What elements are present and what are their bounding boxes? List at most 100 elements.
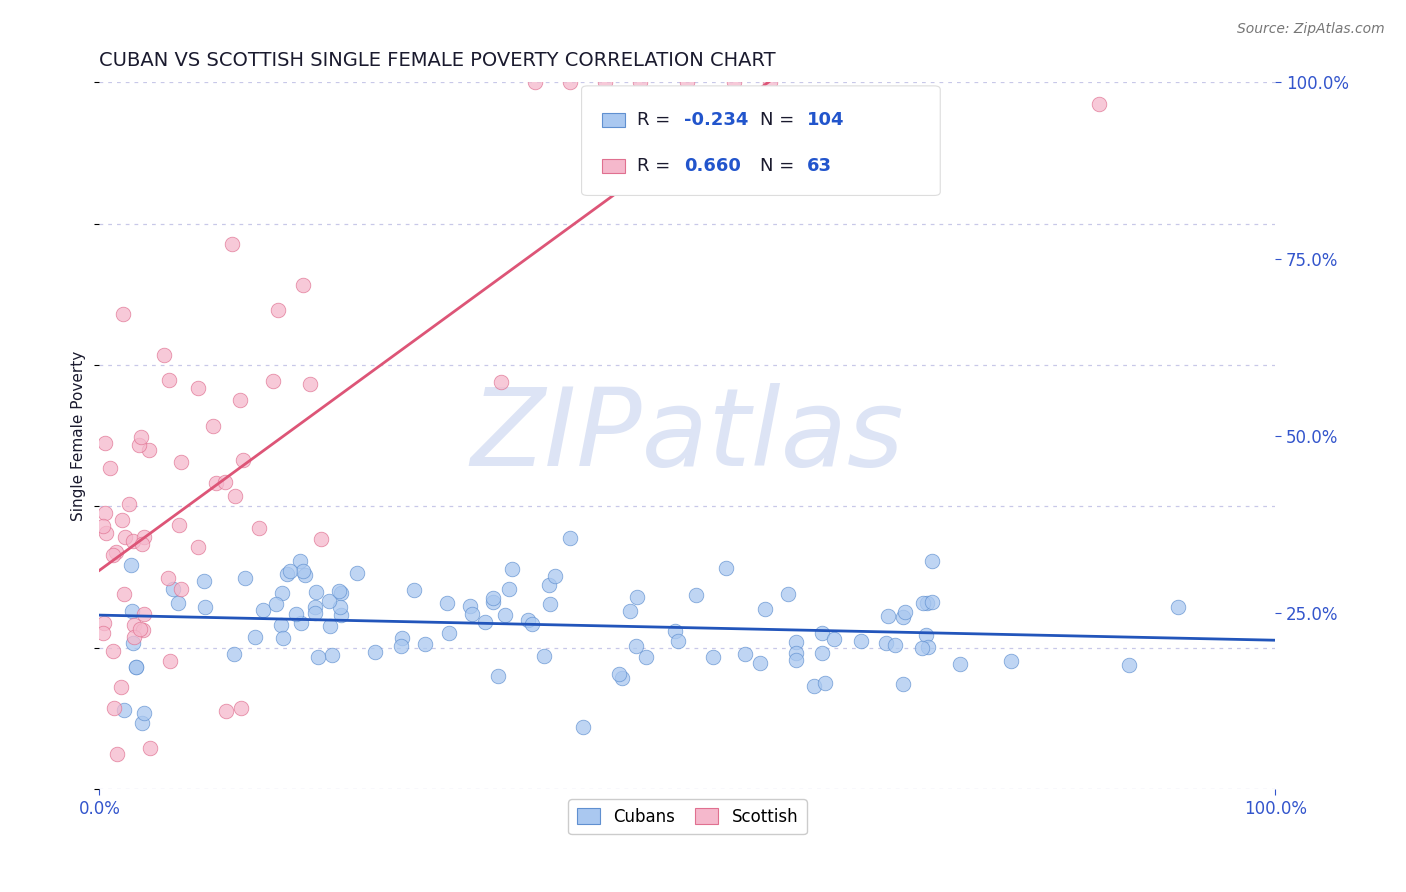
Text: R =: R = (637, 112, 676, 129)
Point (921, 595, 943, 609)
Point (391, 632, 413, 646)
Point (122, 618, 145, 632)
Point (714, 560, 737, 574)
Text: R =: R = (637, 157, 676, 176)
Point (311, 532, 333, 546)
Text: 63: 63 (807, 157, 832, 176)
Point (215, 704, 238, 718)
Point (364, 645, 387, 659)
Point (214, 475, 236, 489)
Point (105, 747, 128, 761)
Point (231, 700, 253, 714)
Point (558, 531, 581, 545)
Point (664, 624, 686, 638)
Point (912, 596, 935, 610)
Point (290, 616, 312, 631)
Point (93, 615, 115, 630)
Point (167, 596, 190, 610)
Point (413, 637, 436, 651)
Point (129, 429, 152, 443)
Point (270, 585, 292, 599)
Point (159, 654, 181, 668)
Point (517, 613, 540, 627)
Point (1088, 96, 1111, 111)
Point (607, 666, 630, 681)
Text: Source: ZipAtlas.com: Source: ZipAtlas.com (1237, 22, 1385, 37)
Point (1118, 657, 1140, 672)
Point (520, 617, 543, 632)
Point (304, 606, 326, 620)
Point (170, 582, 193, 596)
Point (94, 436, 117, 450)
Point (949, 657, 972, 672)
Point (111, 513, 134, 527)
Point (187, 541, 209, 555)
Point (893, 609, 915, 624)
Point (666, 633, 689, 648)
FancyBboxPatch shape (582, 86, 941, 195)
Point (233, 571, 256, 585)
Point (305, 585, 328, 599)
Text: N =: N = (761, 112, 800, 129)
Point (676, 75, 699, 89)
Point (723, 75, 745, 89)
Point (891, 677, 914, 691)
Point (167, 518, 190, 533)
Point (110, 680, 132, 694)
Point (122, 630, 145, 644)
Text: ZIPatlas: ZIPatlas (471, 384, 904, 488)
Point (132, 530, 155, 544)
Point (298, 377, 321, 392)
Point (157, 571, 180, 585)
Point (139, 741, 162, 756)
Point (157, 373, 180, 387)
Point (194, 599, 217, 614)
Point (222, 647, 245, 661)
Point (404, 582, 426, 597)
Point (121, 604, 143, 618)
Point (915, 596, 938, 610)
Point (321, 648, 343, 662)
Point (876, 608, 898, 623)
Point (292, 278, 315, 293)
Text: N =: N = (761, 157, 800, 176)
Point (538, 578, 561, 592)
Point (187, 381, 209, 395)
Point (893, 605, 915, 619)
Point (785, 646, 807, 660)
Point (125, 660, 148, 674)
Point (290, 554, 312, 568)
Text: 0.660: 0.660 (683, 157, 741, 176)
Point (593, 75, 616, 89)
Point (285, 607, 308, 621)
Point (538, 597, 561, 611)
Point (128, 438, 150, 452)
Point (489, 375, 512, 389)
Point (1000, 655, 1022, 669)
Point (785, 653, 807, 667)
Point (98, 460, 121, 475)
Point (104, 545, 127, 559)
Point (619, 604, 641, 618)
Point (262, 374, 284, 388)
Point (294, 568, 316, 582)
Point (319, 619, 342, 633)
Point (436, 596, 458, 610)
Point (118, 497, 141, 511)
Point (132, 607, 155, 621)
Point (803, 679, 825, 693)
Point (304, 599, 326, 614)
Point (101, 644, 124, 658)
Point (103, 701, 125, 715)
Point (318, 594, 340, 608)
Point (814, 676, 837, 690)
Point (533, 648, 555, 663)
Point (120, 558, 142, 573)
Point (734, 647, 756, 661)
Point (138, 443, 160, 458)
Point (911, 640, 934, 655)
Point (229, 393, 252, 408)
Point (914, 628, 936, 642)
Point (884, 638, 907, 652)
Point (91, 518, 114, 533)
